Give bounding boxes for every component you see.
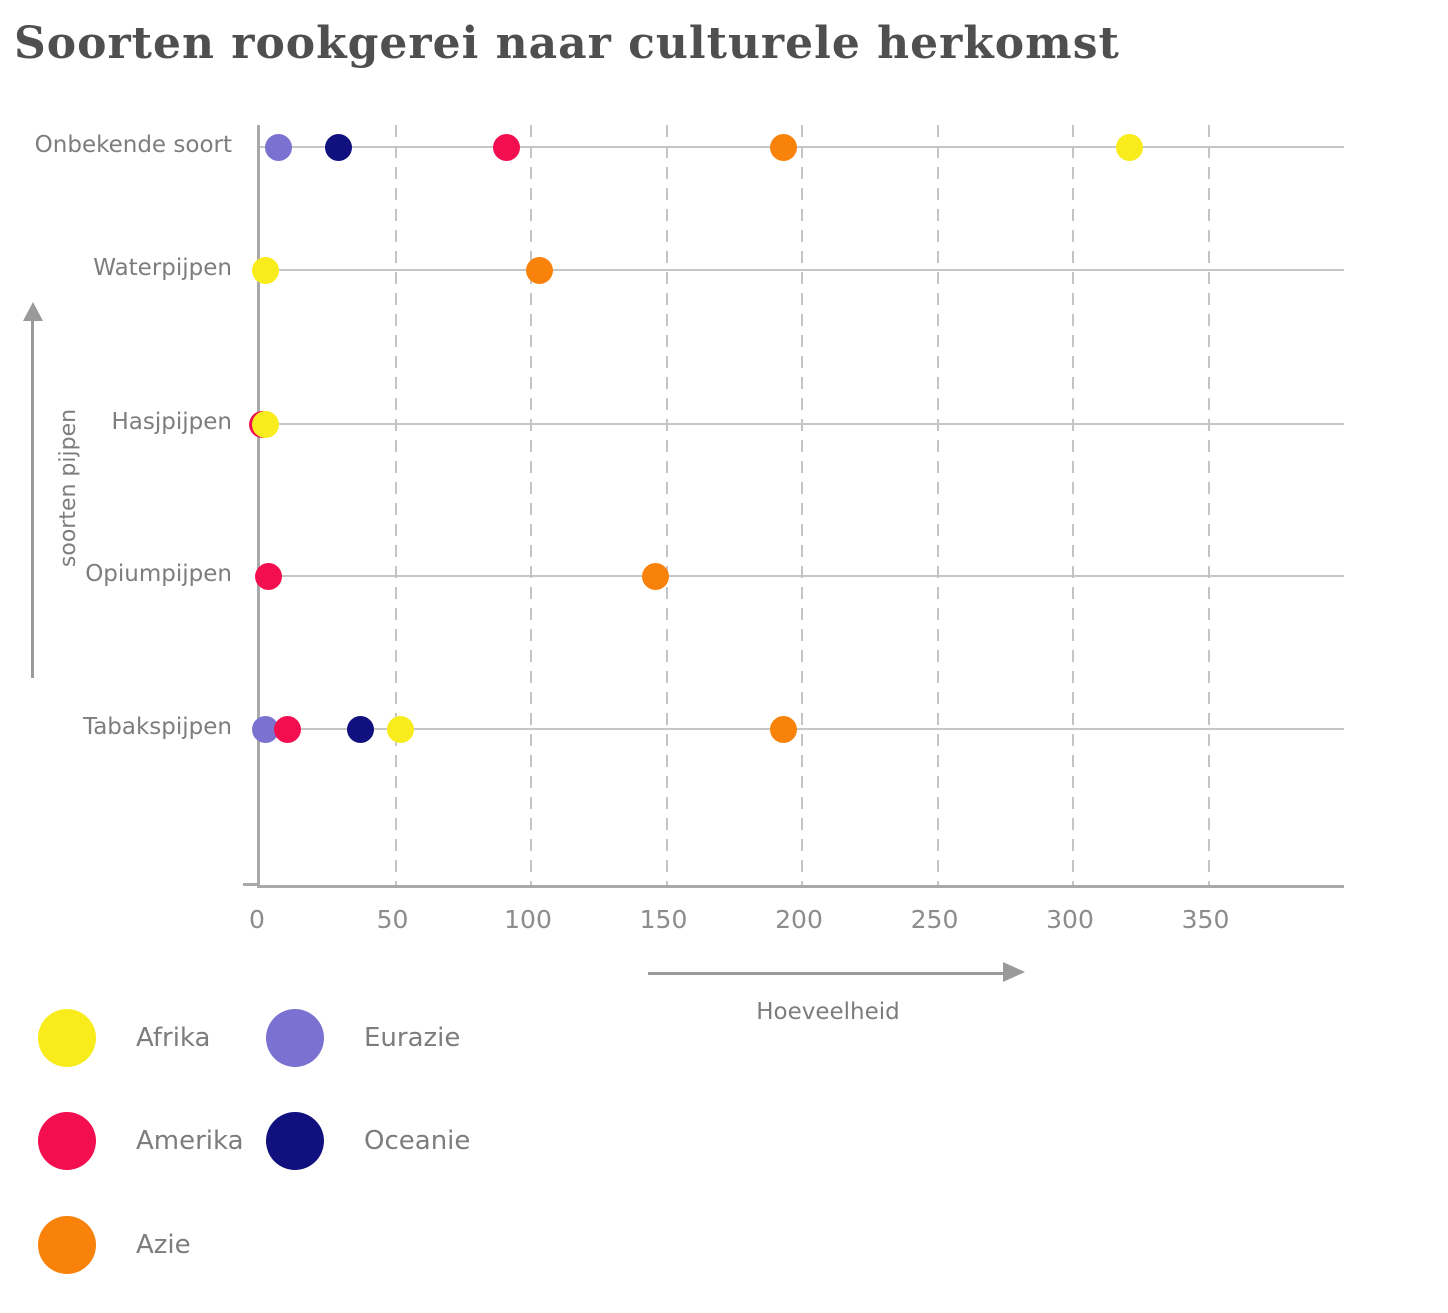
x-axis-arrow bbox=[648, 972, 1006, 975]
x-axis-title: Hoeveelheid bbox=[756, 999, 900, 1025]
category-label: Tabakspijpen bbox=[82, 714, 232, 740]
gridline-tick bbox=[394, 125, 397, 885]
x-axis-line bbox=[243, 883, 259, 886]
x-axis-arrowhead-icon bbox=[1003, 962, 1025, 982]
y-axis-arrow bbox=[31, 320, 34, 678]
legend-label: Eurazie bbox=[364, 1023, 461, 1053]
gridline-tick bbox=[1072, 125, 1074, 885]
x-tick-label: 250 bbox=[910, 905, 959, 934]
legend-swatch-oceanie bbox=[266, 1112, 324, 1170]
data-point-eurazie bbox=[265, 133, 293, 161]
legend-item-azie: Azie bbox=[38, 1216, 191, 1274]
data-point-azie bbox=[769, 133, 797, 161]
gridline-tick bbox=[801, 125, 803, 885]
category-label: Hasjpijpen bbox=[111, 409, 232, 435]
data-point-afrika bbox=[251, 256, 279, 284]
data-point-oceanie bbox=[325, 133, 353, 161]
legend-item-oceanie: Oceanie bbox=[266, 1112, 470, 1170]
legend-swatch-azie bbox=[38, 1216, 96, 1274]
legend-label: Azie bbox=[136, 1230, 191, 1260]
plot-area bbox=[249, 125, 1344, 888]
legend-label: Oceanie bbox=[364, 1126, 471, 1156]
legend-swatch-eurazie bbox=[266, 1009, 324, 1067]
data-point-amerika bbox=[493, 133, 521, 161]
category-label: Opiumpijpen bbox=[85, 561, 232, 587]
gridline-tick bbox=[665, 125, 668, 885]
y-axis-arrowhead-icon bbox=[23, 302, 43, 321]
y-axis-title: soorten pijpen bbox=[56, 408, 81, 568]
legend-label: Amerika bbox=[136, 1126, 244, 1156]
x-tick-label: 150 bbox=[639, 905, 688, 934]
data-point-azie bbox=[525, 256, 553, 284]
data-point-amerika bbox=[273, 715, 301, 743]
x-tick-label: 0 bbox=[249, 905, 265, 934]
data-point-afrika bbox=[251, 410, 279, 438]
category-label: Waterpijpen bbox=[93, 255, 232, 281]
data-point-oceanie bbox=[346, 715, 374, 743]
data-point-afrika bbox=[1116, 133, 1144, 161]
gridline-tick bbox=[530, 125, 532, 885]
data-point-afrika bbox=[387, 715, 415, 743]
chart-title: Soorten rookgerei naar culturele herkoms… bbox=[14, 18, 1120, 69]
gridline-tick bbox=[936, 125, 939, 885]
data-point-azie bbox=[642, 562, 670, 590]
x-tick-label: 50 bbox=[376, 905, 409, 934]
legend-swatch-amerika bbox=[38, 1112, 96, 1170]
gridline-tick bbox=[1207, 125, 1210, 885]
x-tick-label: 300 bbox=[1046, 905, 1094, 934]
legend-swatch-afrika bbox=[38, 1009, 96, 1067]
legend-item-afrika: Afrika bbox=[38, 1009, 210, 1067]
legend-label: Afrika bbox=[136, 1023, 211, 1053]
x-tick-label: 100 bbox=[504, 905, 552, 934]
legend-item-eurazie: Eurazie bbox=[266, 1009, 460, 1067]
x-tick-label: 350 bbox=[1181, 905, 1230, 934]
legend-item-amerika: Amerika bbox=[38, 1112, 244, 1170]
data-point-amerika bbox=[254, 562, 282, 590]
data-point-azie bbox=[769, 715, 797, 743]
x-tick-label: 200 bbox=[775, 905, 823, 934]
category-label: Onbekende soort bbox=[34, 132, 232, 158]
